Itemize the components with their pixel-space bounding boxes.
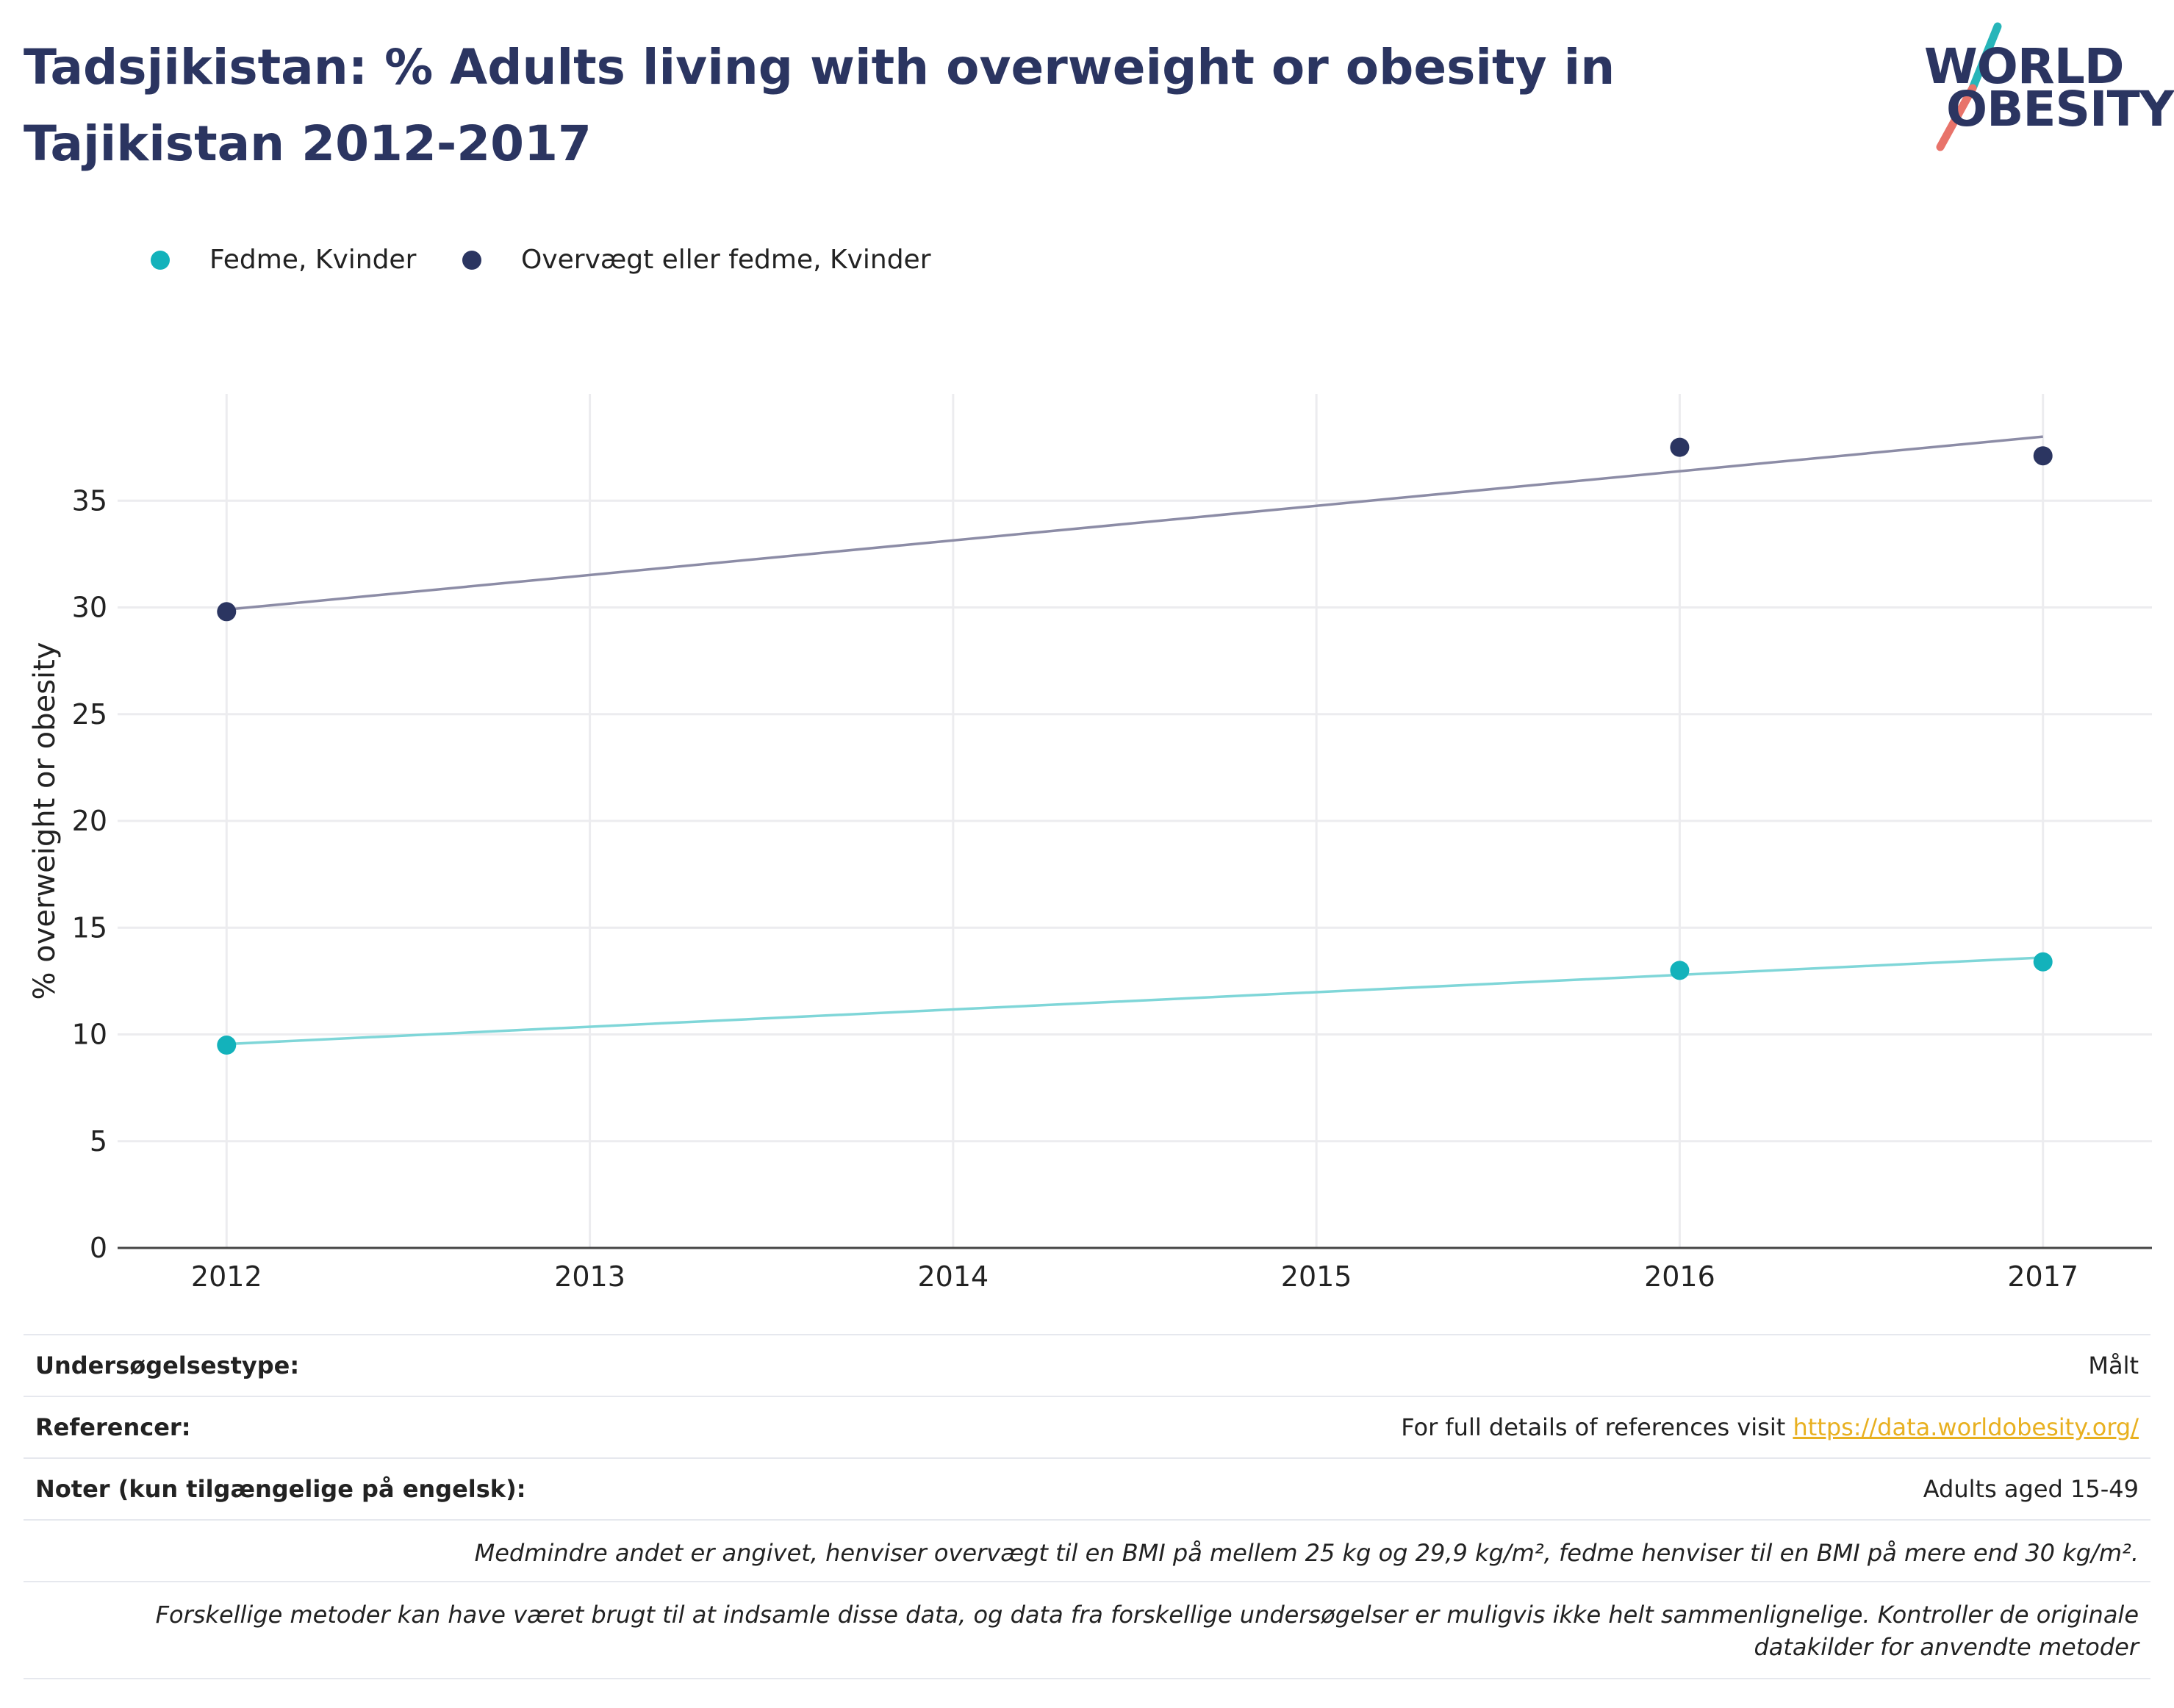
legend-marker-obesity [151,251,170,270]
references-value: For full details of references visit htt… [1401,1413,2139,1441]
logo-slash-icon [1936,22,2002,151]
logo-text-world: WORLD [1924,38,2125,95]
legend-label-obesity: Fedme, Kvinder [209,245,417,275]
x-tick-label: 2014 [917,1260,989,1293]
meta-bottom-rule [24,1678,2150,1679]
meta-row-survey-type: Undersøgelsestype: Målt [24,1334,2150,1396]
x-tick-label: 2013 [554,1260,625,1293]
grid-lines [118,394,2152,1248]
notes-value: Adults aged 15-49 [1923,1475,2139,1503]
axes: 2012 2013 2014 2015 2016 2017 0 5 10 15 20 25 30 35 % … [28,484,2152,1293]
logo-text-obesity: OBESITY [1946,81,2174,137]
data-point-overweight [2033,446,2053,466]
x-tick-label: 2012 [191,1260,262,1293]
trend-lines [226,435,2043,1046]
y-tick-label: 20 [72,805,107,837]
meta-row-definition: Medmindre andet er angivet, henviser ove… [24,1519,2150,1581]
page-title: Tadsjikistan: % Adults living with overw… [24,39,1615,172]
y-tick-label: 5 [90,1125,107,1158]
legend-label-overweight: Overvægt eller fedme, Kvinder [521,245,931,275]
data-point-obesity [2033,952,2053,972]
data-point-overweight [217,602,237,622]
survey-type-value: Målt [2088,1352,2139,1379]
x-tick-label: 2015 [1281,1260,1352,1293]
methods-note: Forskellige metoder kan have været brugt… [155,1601,2139,1661]
data-points [217,437,2053,1055]
trend-line-overweight [226,435,2043,611]
x-tick-label: 2017 [2007,1260,2078,1293]
chart-area: 2012 2013 2014 2015 2016 2017 0 5 10 15 20 25 30 35 % … [28,394,2152,1293]
references-link[interactable]: https://data.worldobesity.org/ [1793,1413,2139,1441]
legend-marker-overweight [462,251,481,270]
y-tick-label: 25 [72,698,107,731]
notes-label: Noter (kun tilgængelige på engelsk): [35,1475,526,1503]
y-tick-label: 30 [72,592,107,624]
data-point-obesity [1670,961,1690,980]
meta-row-references: Referencer: For full details of referenc… [24,1396,2150,1457]
meta-row-notes: Noter (kun tilgængelige på engelsk): Adu… [24,1457,2150,1519]
world-obesity-logo[interactable]: WORLD OBESITY [1911,21,2174,153]
data-point-obesity [217,1036,237,1055]
survey-type-label: Undersøgelsestype: [35,1352,300,1379]
meta-row-methods: Forskellige metoder kan have været brugt… [24,1581,2150,1678]
y-tick-label: 15 [72,911,107,944]
trend-line-obesity [226,956,2043,1046]
y-tick-label: 35 [72,484,107,517]
y-tick-label: 10 [72,1019,107,1051]
references-label: Referencer: [35,1413,191,1441]
data-point-overweight [1670,437,1690,457]
y-tick-label: 0 [90,1232,107,1264]
definition-note: Medmindre andet er angivet, henviser ove… [474,1539,2139,1567]
x-tick-label: 2016 [1644,1260,1715,1293]
metadata-table: Undersøgelsestype: Målt Referencer: For … [24,1334,2150,1679]
y-axis-title: % overweight or obesity [28,642,62,1000]
references-text: For full details of references visit [1401,1413,1793,1441]
